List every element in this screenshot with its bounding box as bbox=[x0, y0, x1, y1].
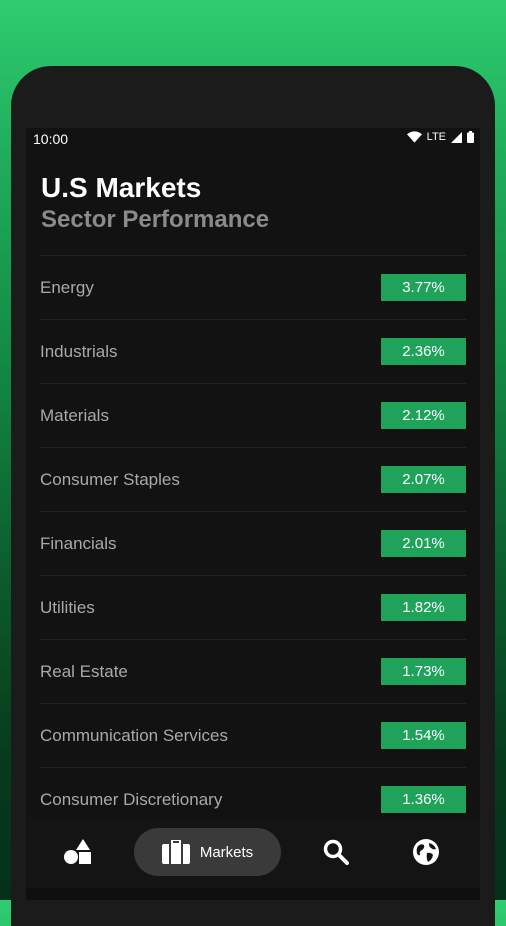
sector-name: Utilities bbox=[40, 598, 95, 617]
sector-row-real-estate[interactable]: Real Estate 1.73% bbox=[40, 639, 466, 703]
nav-shapes-button[interactable] bbox=[54, 828, 102, 876]
signal-icon bbox=[451, 131, 462, 143]
network-type: LTE bbox=[426, 131, 446, 143]
sector-change-badge: 2.12% bbox=[381, 402, 466, 429]
nav-markets-button[interactable]: Markets bbox=[134, 828, 281, 876]
sector-name: Materials bbox=[40, 406, 109, 425]
app-screen: 10:00 LTE U.S Markets Sector Performance… bbox=[26, 128, 480, 900]
nav-globe-button[interactable] bbox=[402, 828, 450, 876]
sector-change-badge: 2.36% bbox=[381, 338, 466, 365]
battery-icon bbox=[467, 131, 474, 143]
bottom-nav: Markets bbox=[26, 818, 480, 888]
sector-change-badge: 3.77% bbox=[381, 274, 466, 301]
nav-search-button[interactable] bbox=[312, 828, 360, 876]
sector-row-utilities[interactable]: Utilities 1.82% bbox=[40, 575, 466, 639]
bottom-edge bbox=[26, 888, 480, 900]
sector-name: Consumer Staples bbox=[40, 470, 180, 489]
sector-name: Communication Services bbox=[40, 726, 229, 745]
sector-change-badge: 1.54% bbox=[381, 722, 466, 749]
sector-name: Real Estate bbox=[40, 662, 128, 681]
status-bar: 10:00 LTE bbox=[26, 128, 480, 150]
briefcase-icon bbox=[161, 840, 190, 864]
sector-row-industrials[interactable]: Industrials 2.36% bbox=[40, 319, 466, 383]
sector-row-financials[interactable]: Financials 2.01% bbox=[40, 511, 466, 575]
sector-change-badge: 1.82% bbox=[381, 594, 466, 621]
sector-row-energy[interactable]: Energy 3.77% bbox=[40, 255, 466, 319]
page-title: U.S Markets bbox=[41, 172, 202, 203]
sector-name: Financials bbox=[40, 534, 117, 553]
globe-icon bbox=[413, 839, 439, 865]
sector-row-communication-services[interactable]: Communication Services 1.54% bbox=[40, 703, 466, 767]
sector-name: Consumer Discretionary bbox=[40, 790, 223, 809]
sector-change-badge: 1.36% bbox=[381, 786, 466, 813]
status-time: 10:00 bbox=[33, 131, 69, 147]
status-icons: LTE bbox=[406, 131, 474, 143]
sector-list: Energy 3.77% Industrials 2.36% Materials… bbox=[40, 255, 466, 831]
sector-change-badge: 2.07% bbox=[381, 466, 466, 493]
sector-name: Industrials bbox=[40, 342, 118, 361]
search-icon bbox=[323, 839, 349, 865]
sector-change-badge: 1.73% bbox=[381, 658, 466, 685]
shapes-icon bbox=[64, 839, 91, 864]
sector-row-consumer-discretionary[interactable]: Consumer Discretionary 1.36% bbox=[40, 767, 466, 831]
sector-row-consumer-staples[interactable]: Consumer Staples 2.07% bbox=[40, 447, 466, 511]
wifi-icon bbox=[406, 131, 422, 143]
sector-row-materials[interactable]: Materials 2.12% bbox=[40, 383, 466, 447]
sector-name: Energy bbox=[40, 278, 94, 297]
nav-markets-label: Markets bbox=[199, 843, 254, 861]
sector-change-badge: 2.01% bbox=[381, 530, 466, 557]
page-subtitle: Sector Performance bbox=[41, 206, 270, 233]
